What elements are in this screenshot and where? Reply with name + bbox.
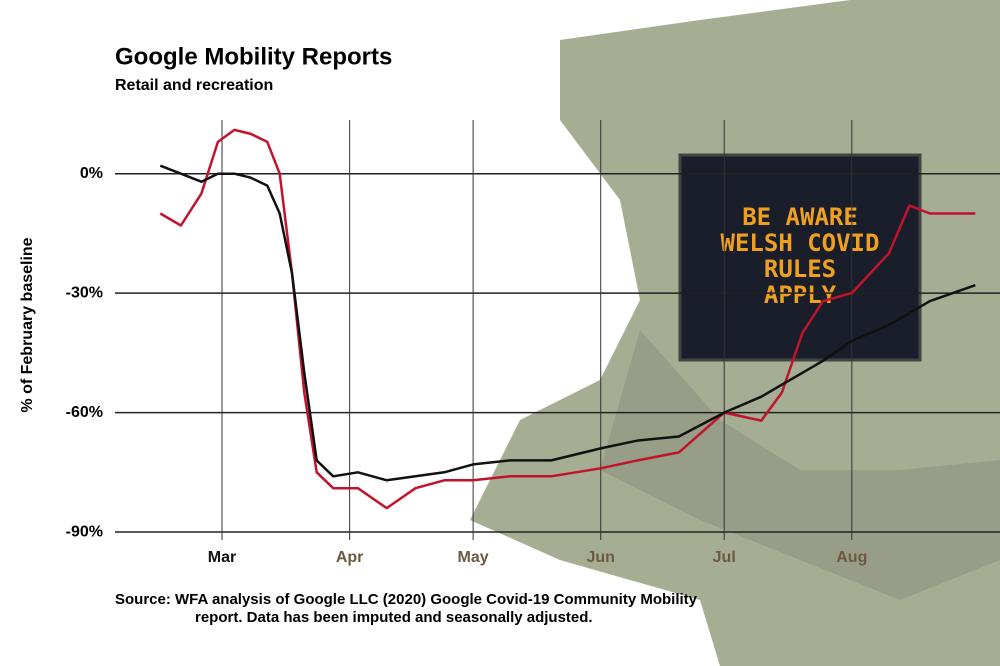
y-tick-label: -60% bbox=[66, 404, 103, 421]
x-tick-label: Mar bbox=[208, 549, 236, 566]
y-tick-label: 0% bbox=[80, 165, 103, 182]
sign-text: APPLY bbox=[764, 281, 837, 309]
sign-text: BE AWARE bbox=[742, 203, 858, 231]
x-tick-label: Jun bbox=[586, 549, 614, 566]
sign-text: WELSH COVID bbox=[721, 229, 880, 257]
series-line bbox=[159, 128, 976, 510]
x-tick-label: Jul bbox=[713, 549, 736, 566]
y-tick-label: -30% bbox=[66, 284, 103, 301]
chart-title: Google Mobility Reports bbox=[115, 43, 392, 70]
source-note: Source: WFA analysis of Google LLC (2020… bbox=[115, 591, 698, 626]
x-tick-label: May bbox=[458, 549, 489, 566]
series-line bbox=[159, 164, 976, 482]
y-tick-label: -90% bbox=[66, 523, 103, 540]
y-axis-label: % of February baseline bbox=[19, 237, 36, 412]
sign-text: RULES bbox=[764, 255, 836, 283]
x-tick-label: Aug bbox=[836, 549, 867, 566]
x-tick-label: Apr bbox=[336, 549, 364, 566]
chart-subtitle: Retail and recreation bbox=[115, 77, 273, 94]
